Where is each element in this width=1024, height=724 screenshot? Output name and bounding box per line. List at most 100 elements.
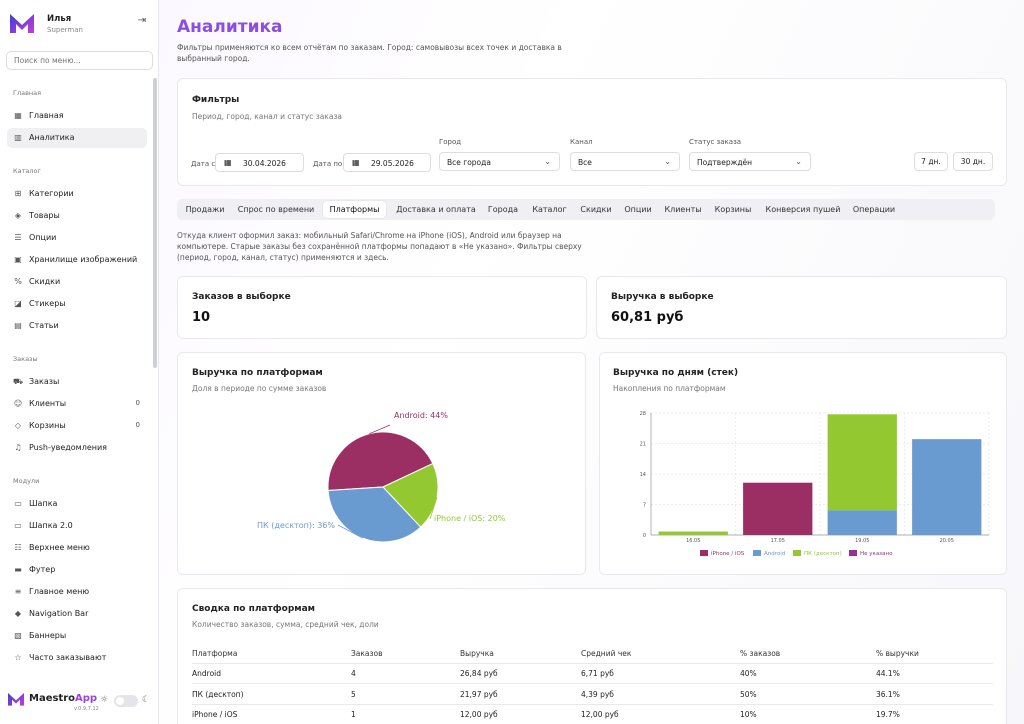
table-row-divider — [192, 703, 993, 705]
sidebar-item-label: Шапка 2.0 — [29, 521, 73, 530]
image-icon: ▣ — [14, 255, 22, 264]
tab[interactable]: Спрос по времени — [237, 205, 315, 214]
table-cell: 12,00 руб — [460, 710, 498, 719]
date-to-label: Дата по — [313, 160, 343, 168]
date-from-field[interactable]: ▦ 30.04.2026 — [215, 153, 304, 172]
category-icon: ⊞ — [14, 189, 22, 198]
sidebar-item[interactable]: ☆ Часто заказывают — [7, 648, 147, 668]
sidebar-item-label: Главная — [29, 111, 64, 120]
sidebar-item[interactable]: ♫ Push-уведомления — [7, 438, 147, 458]
tab[interactable]: Каталог — [532, 205, 567, 214]
nav-section-main: Главная — [13, 89, 42, 97]
article-icon: ▤ — [14, 321, 22, 330]
star-icon: ☆ — [14, 653, 22, 662]
sticker-icon: ◪ — [14, 299, 22, 308]
tab[interactable]: Операции — [852, 205, 896, 214]
pie-leader-line — [337, 524, 363, 539]
tab[interactable]: Платформы — [323, 201, 386, 218]
chevron-down-icon: ⌄ — [795, 157, 802, 166]
calendar-icon: ▦ — [224, 158, 232, 167]
sidebar-item-label: Опции — [29, 233, 57, 242]
channel-select[interactable]: Все ⌄ — [570, 152, 680, 171]
tab[interactable]: Конверсия пушей — [765, 205, 841, 214]
sidebar-item[interactable]: ▭ Шапка 2.0 — [7, 516, 147, 536]
sidebar-item[interactable]: ▥ Аналитика — [7, 128, 147, 148]
sidebar-item[interactable]: ◇ Корзины 0 — [7, 416, 147, 436]
tab[interactable]: Опции — [624, 205, 652, 214]
summary-card: Сводка по платформам Количество заказов,… — [177, 588, 1007, 724]
tab[interactable]: Корзины — [714, 205, 752, 214]
kpi-revenue-card: Выручка в выборке 60,81 руб — [596, 276, 1007, 339]
sidebar-item[interactable]: ▣ Хранилище изображений — [7, 250, 147, 270]
brand-name: MaestroApp — [29, 693, 98, 704]
page-title: Аналитика — [177, 17, 283, 37]
y-tick-label: 21 — [640, 442, 646, 448]
sidebar-item[interactable]: ☷ Верхнее меню — [7, 538, 147, 558]
chart-icon: ▥ — [14, 133, 22, 142]
theme-toggle[interactable] — [114, 695, 138, 707]
table-cell: 36.1% — [876, 689, 900, 699]
sidebar-item[interactable]: ▬ Футер — [7, 560, 147, 580]
sidebar-item[interactable]: ◆ Navigation Bar — [7, 604, 147, 624]
sidebar-item[interactable]: ▧ Баннеры — [7, 626, 147, 646]
sidebar-item[interactable]: ⊞ Категории — [7, 184, 147, 204]
sidebar-item[interactable]: ⛟ Заказы — [7, 372, 147, 392]
sidebar-item[interactable]: ▤ Статьи — [7, 316, 147, 336]
table-header-cell: % выручки — [876, 649, 919, 658]
sidebar-item[interactable]: % Скидки — [7, 272, 147, 292]
city-select[interactable]: Все города ⌄ — [439, 152, 560, 171]
x-tick-label: 16.05 — [686, 538, 700, 544]
sidebar-item-label: Баннеры — [29, 631, 67, 640]
table-cell: 4 — [351, 669, 356, 678]
sidebar-item[interactable]: ◪ Стикеры — [7, 294, 147, 314]
legend-swatch — [849, 550, 857, 556]
sidebar-item[interactable]: ▦ Главная — [7, 106, 147, 126]
sidebar-item[interactable]: ≡ Главное меню — [7, 582, 147, 602]
app-logo — [10, 14, 34, 33]
y-tick-label: 14 — [640, 472, 646, 478]
date-to-field[interactable]: ▦ 29.05.2026 — [343, 153, 431, 172]
table-cell: iPhone / iOS — [192, 710, 238, 719]
logout-icon[interactable]: ⇥ — [137, 15, 147, 26]
tab[interactable]: Скидки — [580, 205, 612, 214]
main-menu-icon: ≡ — [14, 587, 22, 596]
sidebar-item-label: Заказы — [29, 377, 60, 386]
tab[interactable]: Города — [487, 205, 519, 214]
moon-icon: ☾ — [142, 695, 151, 705]
tab[interactable]: Клиенты — [664, 205, 702, 214]
sidebar-item[interactable]: ☰ Опции — [7, 228, 147, 248]
bar-segment — [912, 439, 982, 535]
tab[interactable]: Доставка и оплата — [396, 205, 476, 214]
tab[interactable]: Продажи — [185, 205, 225, 214]
kpi-orders-label: Заказов в выборке — [192, 292, 291, 302]
report-tabs: Продажи Спрос по времени Платформы Доставка… — [177, 199, 995, 220]
sidebar-item-label: Футер — [29, 565, 56, 574]
y-tick-label: 28 — [640, 411, 646, 417]
basket-icon: ◇ — [14, 421, 22, 430]
last-7-days-button[interactable]: 7 дн. — [914, 152, 948, 171]
table-row-divider — [192, 683, 993, 684]
menu-search-input[interactable] — [6, 51, 153, 70]
brand-logo-icon — [8, 693, 24, 706]
kpi-orders-value: 10 — [192, 310, 211, 325]
sidebar-scrollbar[interactable] — [153, 78, 157, 368]
pie-chart-card: Выручка по платформам Доля в периоде по … — [177, 352, 586, 575]
filters-subtitle: Период, город, канал и статус заказа — [192, 112, 343, 121]
legend-label: Не указано — [860, 551, 893, 557]
sidebar-item-label: Главное меню — [29, 587, 90, 596]
sidebar-item-label: Товары — [29, 211, 60, 220]
brand-version: v.0.9.7.12 — [74, 706, 99, 712]
x-tick-label: 17.05 — [771, 538, 785, 544]
sidebar-item[interactable]: ☺ Клиенты 0 — [7, 394, 147, 414]
table-cell: Android — [192, 669, 221, 678]
list-icon: ☰ — [14, 233, 22, 242]
user-name: Илья — [47, 14, 72, 24]
sidebar-item[interactable]: ▭ Шапка — [7, 494, 147, 514]
table-cell: 4,39 руб — [581, 689, 614, 699]
status-select[interactable]: Подтверждён ⌄ — [689, 152, 811, 171]
summary-subtitle: Количество заказов, сумма, средний чек, … — [192, 620, 379, 629]
last-30-days-button[interactable]: 30 дн. — [953, 152, 993, 171]
sidebar-item[interactable]: ◈ Товары — [7, 206, 147, 226]
pie-slice-label: Android: 44% — [394, 411, 448, 420]
users-icon: ☺ — [13, 399, 23, 408]
